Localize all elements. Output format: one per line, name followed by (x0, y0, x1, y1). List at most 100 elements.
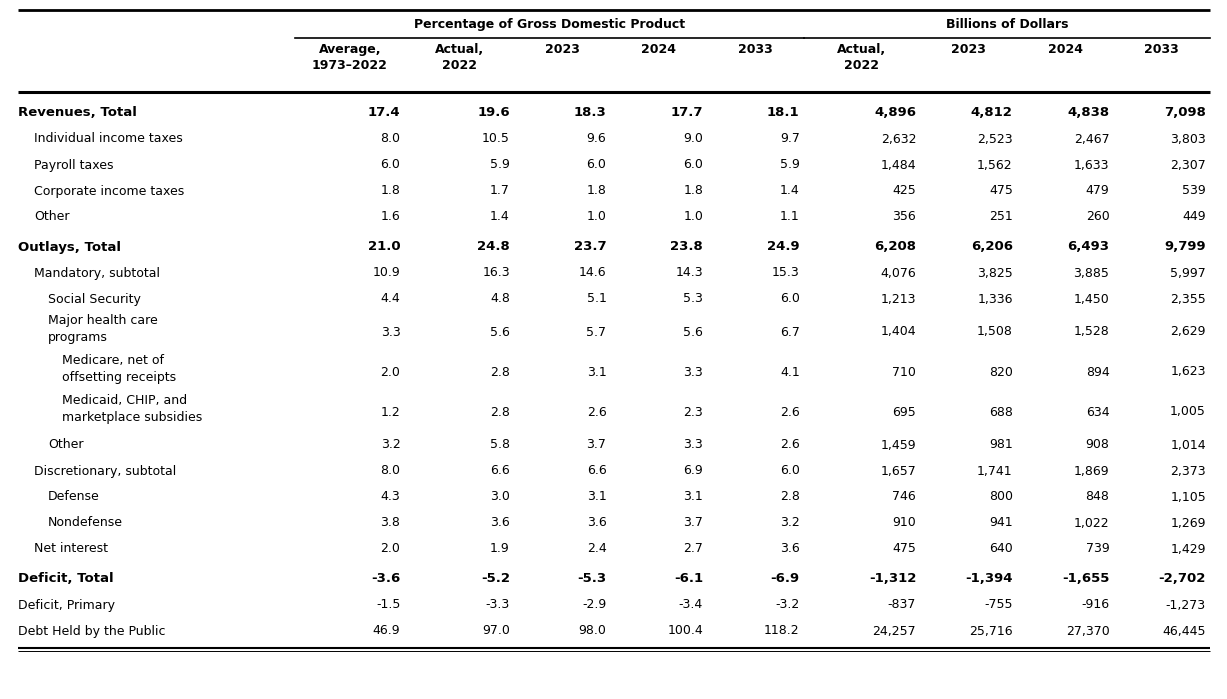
Text: 10.9: 10.9 (373, 266, 400, 280)
Text: 1,633: 1,633 (1074, 159, 1109, 171)
Text: 5.7: 5.7 (587, 326, 606, 338)
Text: 46,445: 46,445 (1162, 624, 1206, 637)
Text: -755: -755 (984, 598, 1012, 612)
Text: 449: 449 (1183, 210, 1206, 224)
Text: 1,429: 1,429 (1171, 542, 1206, 556)
Text: 3,885: 3,885 (1074, 266, 1109, 280)
Text: 2,467: 2,467 (1074, 133, 1109, 145)
Text: 1.4: 1.4 (490, 210, 510, 224)
Text: 1,336: 1,336 (977, 292, 1012, 305)
Text: 6,208: 6,208 (874, 240, 917, 254)
Text: 9.6: 9.6 (587, 133, 606, 145)
Text: 4,838: 4,838 (1067, 106, 1109, 120)
Text: -6.1: -6.1 (674, 572, 703, 586)
Text: 1,213: 1,213 (881, 292, 917, 305)
Text: Percentage of Gross Domestic Product: Percentage of Gross Domestic Product (413, 18, 685, 31)
Text: 695: 695 (892, 405, 917, 419)
Text: Individual income taxes: Individual income taxes (34, 133, 183, 145)
Text: 5.6: 5.6 (683, 326, 703, 338)
Text: 3.2: 3.2 (380, 438, 400, 452)
Text: 97.0: 97.0 (482, 624, 510, 637)
Text: Revenues, Total: Revenues, Total (18, 106, 137, 120)
Text: Deficit, Total: Deficit, Total (18, 572, 114, 586)
Text: 8.0: 8.0 (380, 133, 400, 145)
Text: -1,394: -1,394 (966, 572, 1012, 586)
Text: 4.3: 4.3 (380, 491, 400, 503)
Text: -6.9: -6.9 (771, 572, 800, 586)
Text: 4.4: 4.4 (380, 292, 400, 305)
Text: 6.0: 6.0 (380, 159, 400, 171)
Text: 1,105: 1,105 (1171, 491, 1206, 503)
Text: 6.0: 6.0 (780, 292, 800, 305)
Text: 3.3: 3.3 (380, 326, 400, 338)
Text: 941: 941 (989, 517, 1012, 530)
Text: 710: 710 (892, 366, 917, 378)
Text: 1.7: 1.7 (490, 185, 510, 198)
Text: 2.8: 2.8 (490, 405, 510, 419)
Text: 2033: 2033 (1145, 43, 1179, 56)
Text: 2023: 2023 (545, 43, 579, 56)
Text: 5.8: 5.8 (490, 438, 510, 452)
Text: 6.9: 6.9 (683, 465, 703, 477)
Text: 1.8: 1.8 (587, 185, 606, 198)
Text: 3.6: 3.6 (587, 517, 606, 530)
Text: 981: 981 (989, 438, 1012, 452)
Text: 9.7: 9.7 (780, 133, 800, 145)
Text: 7,098: 7,098 (1164, 106, 1206, 120)
Text: 800: 800 (989, 491, 1012, 503)
Text: 2.8: 2.8 (490, 366, 510, 378)
Text: 2024: 2024 (1048, 43, 1082, 56)
Text: 5.9: 5.9 (490, 159, 510, 171)
Text: 2.7: 2.7 (683, 542, 703, 556)
Text: 98.0: 98.0 (579, 624, 606, 637)
Text: 18.1: 18.1 (767, 106, 800, 120)
Text: 1,623: 1,623 (1171, 366, 1206, 378)
Text: Other: Other (34, 210, 70, 224)
Text: 1,528: 1,528 (1074, 326, 1109, 338)
Text: 688: 688 (989, 405, 1012, 419)
Text: 6,493: 6,493 (1067, 240, 1109, 254)
Text: 4,812: 4,812 (971, 106, 1012, 120)
Text: 1,869: 1,869 (1074, 465, 1109, 477)
Text: 251: 251 (989, 210, 1012, 224)
Text: Corporate income taxes: Corporate income taxes (34, 185, 184, 198)
Text: 21.0: 21.0 (368, 240, 400, 254)
Text: 908: 908 (1086, 438, 1109, 452)
Text: Medicare, net of
offsetting receipts: Medicare, net of offsetting receipts (63, 354, 177, 384)
Text: Medicaid, CHIP, and
marketplace subsidies: Medicaid, CHIP, and marketplace subsidie… (63, 394, 202, 424)
Text: 23.7: 23.7 (574, 240, 606, 254)
Text: 2.3: 2.3 (683, 405, 703, 419)
Text: 1.0: 1.0 (587, 210, 606, 224)
Text: Outlays, Total: Outlays, Total (18, 240, 121, 254)
Text: 2024: 2024 (642, 43, 676, 56)
Text: Mandatory, subtotal: Mandatory, subtotal (34, 266, 160, 280)
Text: -1,655: -1,655 (1063, 572, 1109, 586)
Text: 24,257: 24,257 (872, 624, 917, 637)
Text: 17.4: 17.4 (368, 106, 400, 120)
Text: 2,629: 2,629 (1171, 326, 1206, 338)
Text: -3.4: -3.4 (679, 598, 703, 612)
Text: 46.9: 46.9 (373, 624, 400, 637)
Text: 1,022: 1,022 (1074, 517, 1109, 530)
Text: 2,373: 2,373 (1171, 465, 1206, 477)
Text: 479: 479 (1086, 185, 1109, 198)
Text: 4,896: 4,896 (874, 106, 917, 120)
Text: 3.1: 3.1 (587, 491, 606, 503)
Text: 2,632: 2,632 (881, 133, 917, 145)
Text: -5.3: -5.3 (578, 572, 606, 586)
Text: 6.7: 6.7 (780, 326, 800, 338)
Text: 9.0: 9.0 (683, 133, 703, 145)
Text: 3.3: 3.3 (683, 438, 703, 452)
Text: 425: 425 (892, 185, 917, 198)
Text: 2.6: 2.6 (587, 405, 606, 419)
Text: 3,803: 3,803 (1171, 133, 1206, 145)
Text: 17.7: 17.7 (671, 106, 703, 120)
Text: 1,562: 1,562 (977, 159, 1012, 171)
Text: 24.9: 24.9 (767, 240, 800, 254)
Text: 739: 739 (1086, 542, 1109, 556)
Text: 848: 848 (1086, 491, 1109, 503)
Text: 2.6: 2.6 (780, 405, 800, 419)
Text: 1,404: 1,404 (881, 326, 917, 338)
Text: 3,825: 3,825 (977, 266, 1012, 280)
Text: Major health care
programs: Major health care programs (48, 314, 158, 343)
